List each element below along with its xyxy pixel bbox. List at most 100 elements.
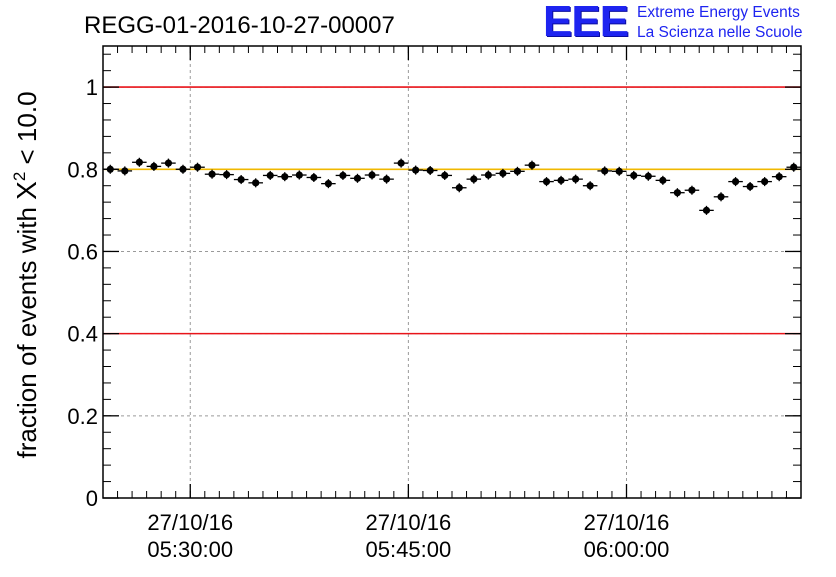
data-point bbox=[771, 172, 787, 182]
data-point bbox=[742, 182, 758, 192]
data-point bbox=[670, 188, 685, 198]
data-point bbox=[175, 164, 191, 174]
data-point bbox=[582, 181, 598, 191]
point-marker bbox=[542, 178, 551, 186]
data-points bbox=[103, 157, 801, 215]
reference-lines bbox=[103, 86, 801, 335]
data-point bbox=[641, 171, 656, 181]
point-marker bbox=[731, 178, 740, 186]
data-point bbox=[452, 183, 467, 193]
data-point bbox=[539, 177, 554, 187]
y-tick-label: 0.4 bbox=[67, 322, 98, 347]
point-marker bbox=[586, 182, 594, 190]
data-point bbox=[204, 169, 220, 179]
grid-layer bbox=[103, 46, 801, 498]
point-marker bbox=[528, 161, 536, 169]
x-tick-label-time: 05:30:00 bbox=[147, 537, 233, 562]
point-marker bbox=[412, 166, 420, 174]
x-tick-label-date: 27/10/16 bbox=[147, 510, 233, 535]
data-point bbox=[306, 172, 322, 183]
data-point bbox=[699, 205, 714, 215]
eee-logo-mark: EEE bbox=[543, 0, 629, 46]
data-point bbox=[117, 166, 133, 176]
data-point bbox=[335, 170, 351, 180]
point-marker bbox=[601, 167, 609, 175]
data-point bbox=[146, 161, 162, 171]
x-tick-label-date: 27/10/16 bbox=[584, 510, 670, 535]
data-point bbox=[321, 179, 336, 189]
point-marker bbox=[150, 162, 158, 170]
point-marker bbox=[310, 173, 318, 182]
data-point bbox=[292, 170, 307, 180]
point-marker bbox=[688, 186, 696, 194]
data-point bbox=[190, 162, 205, 172]
chart-title: REGG-01-2016-10-27-00007 bbox=[84, 12, 395, 39]
data-point bbox=[161, 158, 176, 168]
point-marker bbox=[397, 159, 405, 167]
point-marker bbox=[237, 175, 245, 184]
data-point bbox=[219, 170, 234, 180]
point-marker bbox=[702, 206, 711, 214]
logo-line-2: La Scienza nelle Scuole bbox=[637, 24, 803, 41]
point-marker bbox=[223, 171, 231, 179]
data-point bbox=[466, 174, 482, 184]
data-point bbox=[553, 175, 569, 185]
point-marker bbox=[368, 171, 376, 179]
data-point bbox=[757, 177, 772, 187]
point-marker bbox=[441, 171, 449, 180]
y-axis-label-prefix: fraction of events with bbox=[12, 200, 42, 459]
data-point bbox=[626, 170, 642, 180]
y-axis-label-sup: 2 bbox=[10, 172, 29, 181]
x-tick-label-date: 27/10/16 bbox=[366, 510, 452, 535]
data-point bbox=[786, 162, 801, 172]
data-point bbox=[713, 192, 729, 202]
y-axis-label-suffix: < 10.0 bbox=[12, 91, 42, 171]
data-point bbox=[393, 158, 409, 168]
point-marker bbox=[659, 176, 667, 184]
data-point bbox=[597, 166, 612, 176]
point-marker bbox=[775, 173, 783, 181]
point-marker bbox=[382, 175, 391, 183]
point-marker bbox=[179, 165, 187, 173]
y-tick-label: 0.6 bbox=[67, 239, 98, 264]
y-tick-label: 0.8 bbox=[67, 157, 98, 182]
data-point bbox=[611, 166, 627, 176]
x-tick-label-time: 06:00:00 bbox=[584, 537, 670, 562]
data-point bbox=[728, 177, 743, 187]
data-point bbox=[277, 172, 293, 182]
data-point bbox=[655, 175, 671, 185]
data-point bbox=[437, 170, 452, 180]
point-marker bbox=[644, 172, 652, 180]
point-marker bbox=[208, 170, 216, 178]
point-marker bbox=[470, 175, 478, 183]
point-marker bbox=[295, 171, 303, 179]
data-point bbox=[262, 170, 278, 180]
data-point bbox=[350, 173, 365, 183]
x-tick-label-time: 05:45:00 bbox=[366, 537, 452, 562]
point-marker bbox=[324, 180, 332, 188]
point-marker bbox=[630, 171, 638, 180]
data-point bbox=[495, 168, 511, 178]
point-marker bbox=[252, 179, 260, 187]
point-marker bbox=[557, 176, 565, 184]
point-marker bbox=[193, 163, 202, 171]
point-marker bbox=[513, 167, 522, 175]
data-point bbox=[132, 157, 147, 167]
data-point bbox=[568, 174, 583, 184]
y-tick-label: 0.2 bbox=[67, 404, 98, 429]
point-marker bbox=[572, 175, 580, 183]
point-marker bbox=[746, 182, 754, 191]
tick-labels: 00.20.40.60.8127/10/1605:30:0027/10/1605… bbox=[67, 75, 669, 562]
point-marker bbox=[615, 167, 623, 175]
data-point bbox=[364, 170, 380, 180]
y-axis-label-symbol: X bbox=[11, 181, 42, 200]
point-marker bbox=[353, 174, 362, 182]
data-point bbox=[422, 165, 438, 176]
plot-frame bbox=[102, 45, 802, 499]
point-marker bbox=[455, 184, 463, 192]
point-marker bbox=[121, 167, 129, 175]
point-marker bbox=[426, 166, 434, 175]
point-marker bbox=[281, 173, 289, 181]
